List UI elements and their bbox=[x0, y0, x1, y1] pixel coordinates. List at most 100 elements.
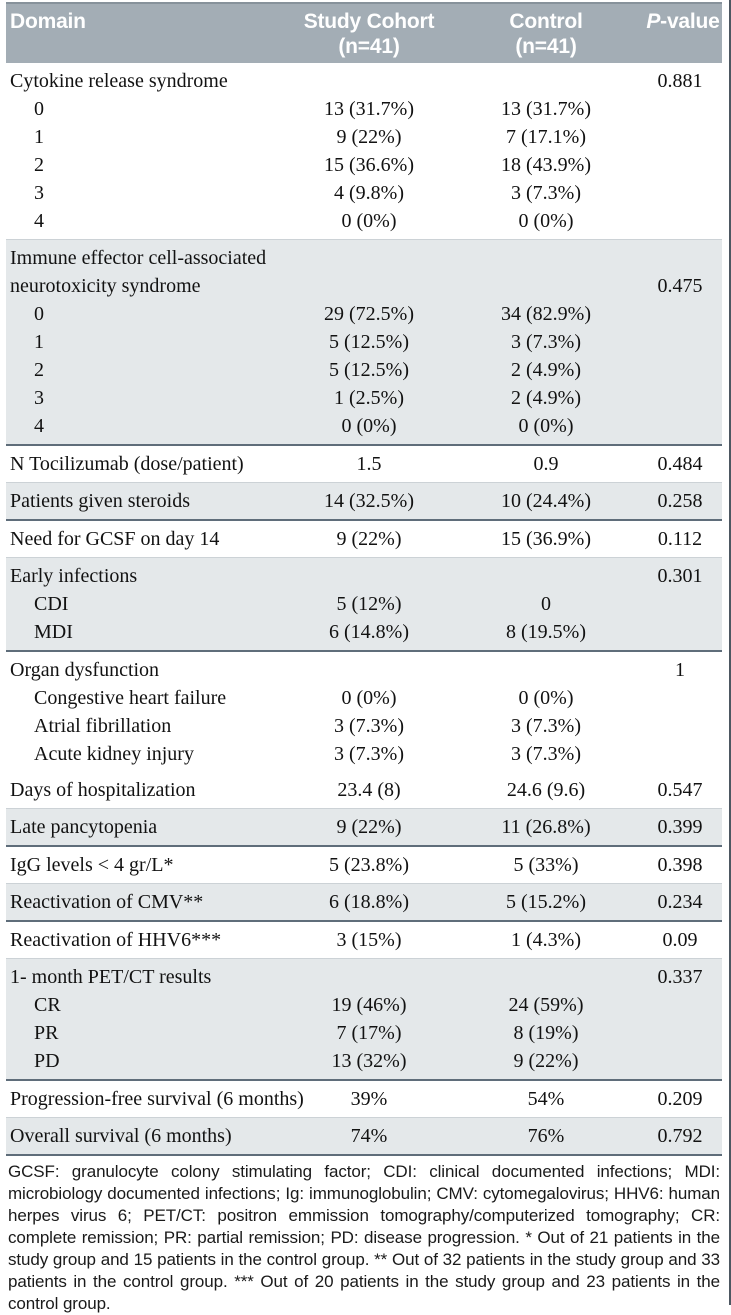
p-value: 0.475 bbox=[657, 275, 703, 297]
study-value: 5 (12.5%) bbox=[329, 359, 409, 381]
row-group-reactivation-cmv: Reactivation of CMV** 6 (18.8%) 5 (15.2%) 0… bbox=[6, 883, 722, 922]
row-group-overall-survival: Overall survival (6 months) 74% 76% 0.792 bbox=[6, 1117, 722, 1156]
p-value: 0.484 bbox=[657, 453, 703, 475]
header-study-cohort: Study Cohort (n=41) bbox=[290, 9, 448, 59]
control-value: 24 (59%) bbox=[508, 994, 584, 1016]
control-value: 5 (33%) bbox=[513, 854, 579, 876]
row-group-need-for-gcsf: Need for GCSF on day 14 9 (22%) 15 (36.9%)… bbox=[6, 521, 722, 557]
table-row: PD 13 (32%) 9 (22%) bbox=[6, 1047, 722, 1075]
study-value: 15 (36.6%) bbox=[324, 154, 414, 176]
control-value: 7 (17.1%) bbox=[506, 126, 586, 148]
table-row: Reactivation of HHV6*** 3 (15%) 1 (4.3%) 0.… bbox=[6, 926, 722, 954]
table-row: PR 7 (17%) 8 (19%) bbox=[6, 1019, 722, 1047]
control-value bbox=[448, 963, 644, 991]
header-pvalue-rest: -value bbox=[660, 10, 720, 33]
study-value: 9 (22%) bbox=[336, 126, 402, 148]
study-value: 1 (2.5%) bbox=[334, 387, 404, 409]
table-row: 2 5 (12.5%) 2 (4.9%) bbox=[6, 356, 722, 384]
header-domain: Domain bbox=[10, 10, 86, 33]
page-right-rule bbox=[729, 0, 731, 1305]
study-value: 0 (0%) bbox=[341, 415, 397, 437]
row-label: Atrial fibrillation bbox=[34, 715, 172, 737]
table-row: Patients given steroids 14 (32.5%) 10 (24.… bbox=[6, 487, 722, 515]
study-value: 0 (0%) bbox=[341, 687, 397, 709]
control-value: 3 (7.3%) bbox=[511, 182, 581, 204]
table-row: CR 19 (46%) 24 (59%) bbox=[6, 991, 722, 1019]
study-value: 13 (32%) bbox=[331, 1050, 407, 1072]
table-row: N Tocilizumab (dose/patient) 1.5 0.9 0.484 bbox=[6, 450, 722, 478]
header-pvalue-p: P bbox=[646, 10, 661, 33]
control-value: 34 (82.9%) bbox=[501, 303, 591, 325]
row-label: 0 bbox=[34, 303, 44, 325]
p-value: 0.398 bbox=[657, 854, 703, 876]
control-value: 0.9 bbox=[533, 453, 559, 475]
table-row: Organ dysfunction 1 bbox=[6, 656, 722, 684]
study-value: 3 (15%) bbox=[336, 929, 402, 951]
control-value: 8 (19%) bbox=[513, 1022, 579, 1044]
control-value: 3 (7.3%) bbox=[511, 331, 581, 353]
study-value bbox=[290, 562, 448, 590]
p-value: 0.881 bbox=[657, 70, 703, 92]
outcomes-table: Domain Study Cohort (n=41) Control (n=41… bbox=[6, 0, 722, 1315]
header-control-line1: Control bbox=[509, 10, 583, 33]
study-value: 5 (12%) bbox=[336, 593, 402, 615]
row-label: Progression-free survival (6 months) bbox=[10, 1088, 304, 1110]
control-value: 13 (31.7%) bbox=[501, 98, 591, 120]
table-row: 0 13 (31.7%) 13 (31.7%) bbox=[6, 95, 722, 123]
control-value: 24.6 (9.6) bbox=[506, 779, 586, 801]
control-value: 3 (7.3%) bbox=[511, 743, 581, 765]
study-value: 19 (46%) bbox=[331, 994, 407, 1016]
row-label: CR bbox=[34, 994, 61, 1016]
row-group-progression-free-survival: Progression-free survival (6 months) 39% 5… bbox=[6, 1081, 722, 1117]
study-value: 3 (7.3%) bbox=[334, 715, 404, 737]
table-row: CDI 5 (12%) 0 bbox=[6, 590, 722, 618]
control-value bbox=[448, 67, 644, 95]
row-group-late-pancytopenia: Late pancytopenia 9 (22%) 11 (26.8%) 0.399 bbox=[6, 808, 722, 847]
table-row: Early infections 0.301 bbox=[6, 562, 722, 590]
row-label: Congestive heart failure bbox=[34, 687, 227, 709]
row-label: IgG levels < 4 gr/L* bbox=[10, 854, 174, 876]
row-label: 2 bbox=[34, 154, 44, 176]
row-label: Organ dysfunction bbox=[10, 659, 160, 681]
control-value: 54% bbox=[527, 1088, 565, 1110]
study-value: 6 (18.8%) bbox=[329, 891, 409, 913]
study-value: 4 (9.8%) bbox=[334, 182, 404, 204]
table-row: Days of hospitalization 23.4 (8) 24.6 (9.6… bbox=[6, 776, 722, 804]
row-label: 3 bbox=[34, 182, 44, 204]
control-value: 1 (4.3%) bbox=[511, 929, 581, 951]
study-value: 74% bbox=[350, 1125, 388, 1147]
row-label: 1- month PET/CT results bbox=[10, 966, 212, 988]
control-value: 0 (0%) bbox=[518, 210, 574, 232]
row-label: Cytokine release syndrome bbox=[10, 70, 228, 92]
table-row: 1- month PET/CT results 0.337 bbox=[6, 963, 722, 991]
row-label: Early infections bbox=[10, 565, 138, 587]
study-value bbox=[290, 656, 448, 684]
table-row: Cytokine release syndrome 0.881 bbox=[6, 67, 722, 95]
row-label: Reactivation of HHV6*** bbox=[10, 929, 222, 951]
row-label: 0 bbox=[34, 98, 44, 120]
table-row: IgG levels < 4 gr/L* 5 (23.8%) 5 (33%) 0.39… bbox=[6, 851, 722, 879]
control-value: 5 (15.2%) bbox=[506, 891, 586, 913]
study-value: 7 (17%) bbox=[336, 1022, 402, 1044]
control-value: 3 (7.3%) bbox=[511, 715, 581, 737]
study-value: 5 (23.8%) bbox=[329, 854, 409, 876]
table-header: Domain Study Cohort (n=41) Control (n=41… bbox=[6, 2, 722, 63]
row-label: Overall survival (6 months) bbox=[10, 1125, 232, 1147]
p-value: 0.209 bbox=[657, 1088, 703, 1110]
p-value: 0.258 bbox=[657, 490, 703, 512]
study-value: 1.5 bbox=[356, 453, 382, 475]
study-value: 23.4 (8) bbox=[337, 779, 401, 801]
header-pvalue: P-value bbox=[644, 9, 722, 34]
table-row: 1 9 (22%) 7 (17.1%) bbox=[6, 123, 722, 151]
row-label: MDI bbox=[34, 621, 73, 643]
table-row: 0 29 (72.5%) 34 (82.9%) bbox=[6, 300, 722, 328]
table-row: Reactivation of CMV** 6 (18.8%) 5 (15.2%) 0… bbox=[6, 888, 722, 916]
control-value: 2 (4.9%) bbox=[511, 387, 581, 409]
table-row: 3 1 (2.5%) 2 (4.9%) bbox=[6, 384, 722, 412]
row-label: Immune effector cell-associated neurotox… bbox=[10, 247, 267, 297]
table-row: 4 0 (0%) 0 (0%) bbox=[6, 207, 722, 235]
row-label: Days of hospitalization bbox=[10, 779, 196, 801]
control-value: 2 (4.9%) bbox=[511, 359, 581, 381]
table-footnote: GCSF: granulocyte colony stimulating fac… bbox=[8, 1162, 720, 1313]
study-value: 13 (31.7%) bbox=[324, 98, 414, 120]
